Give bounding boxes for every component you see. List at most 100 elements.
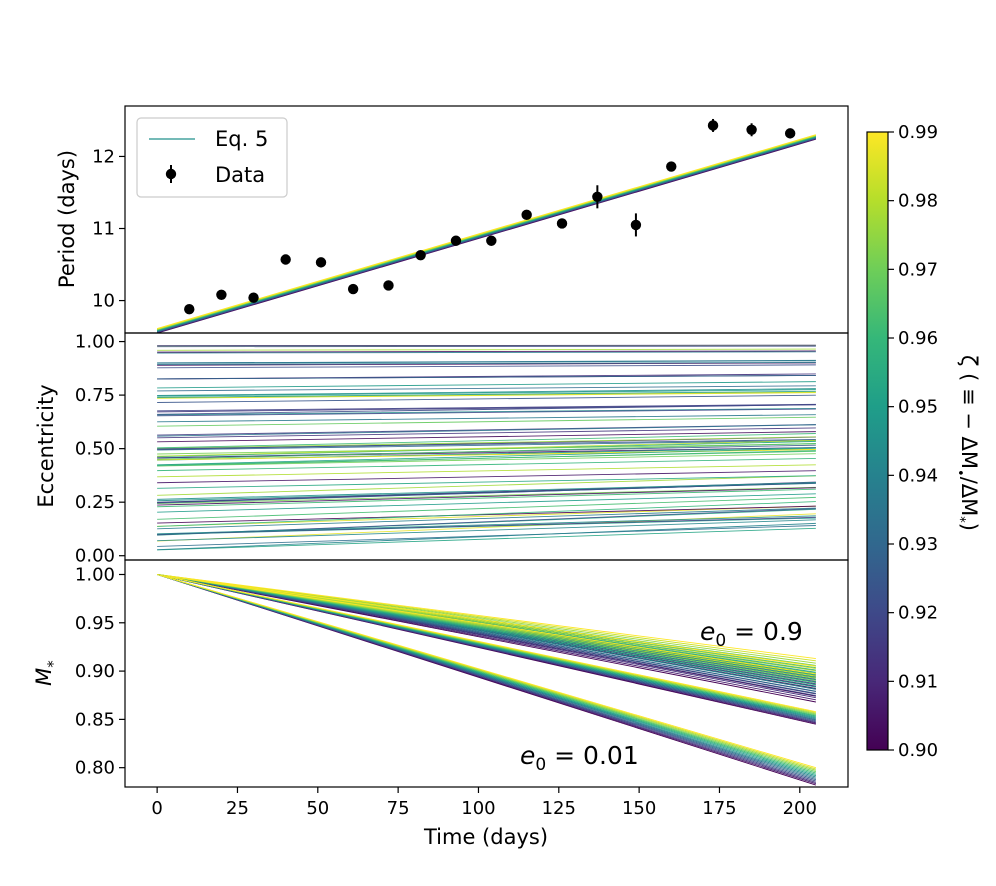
mass-lines: [156, 574, 817, 786]
period-data-point: [280, 254, 291, 265]
period-data-point: [450, 235, 462, 246]
eccentricity-line: [157, 385, 816, 392]
x-tick-label: 100: [461, 798, 495, 819]
period-data-points: [184, 118, 796, 315]
annotation-e0-high: e0 = 0.9: [700, 617, 803, 651]
eccentricity-y-axis-title: Eccentricity: [34, 384, 58, 507]
eccentricity-line: [157, 424, 816, 437]
eccentricity-line: [157, 407, 816, 416]
eccentricity-line: [157, 439, 816, 457]
period-data-point: [784, 128, 796, 139]
mass-y-tick-label: 1.00: [75, 564, 115, 585]
eccentricity-y-ticks: 0.00 0.25 0.50 0.75 1.00: [75, 332, 125, 567]
eccentricity-y-tick-label: 0.50: [75, 439, 115, 460]
colorbar-label: ζ ( ≡ − ΔM•/ΔM*): [952, 355, 981, 531]
eccentricity-line: [157, 443, 816, 460]
eccentricity-line: [157, 501, 816, 527]
colorbar-tick-label: 0.90: [898, 740, 938, 761]
eccentricity-line: [157, 440, 816, 451]
colorbar-tick-label: 0.97: [898, 259, 938, 280]
eccentricity-line: [157, 403, 816, 412]
colorbar-tick-label: 0.96: [898, 328, 938, 349]
mass-line: [157, 574, 816, 675]
legend-model-label: Eq. 5: [215, 127, 268, 151]
eccentricity-line: [157, 350, 816, 353]
mass-panel: 0.80 0.85 0.90 0.95 1.00 0 25 50 75 100 125 150 175…: [32, 559, 849, 849]
eccentricity-line: [157, 482, 816, 500]
mass-y-tick-label: 0.85: [75, 709, 115, 730]
x-tick-label: 150: [622, 798, 656, 819]
eccentricity-line: [157, 470, 816, 484]
eccentricity-line: [157, 388, 816, 396]
eccentricity-panel: 0.00 0.25 0.50 0.75 1.00 Eccentricity: [34, 332, 849, 567]
eccentricity-line: [157, 513, 816, 542]
period-y-tick-label: 11: [92, 219, 115, 240]
period-data-point: [415, 249, 426, 261]
period-y-axis-title: Period (days): [55, 150, 79, 288]
eccentricity-line: [157, 519, 816, 542]
mass-line: [157, 574, 816, 713]
period-data-point: [556, 218, 568, 229]
mass-y-axis-title: M*: [32, 660, 62, 686]
eccentricity-line: [157, 408, 816, 417]
eccentricity-y-tick-label: 0.25: [75, 492, 115, 513]
eccentricity-line: [157, 404, 816, 415]
eccentricity-line: [157, 414, 816, 423]
eccentricity-line: [157, 345, 816, 348]
x-tick-label: 0: [151, 798, 162, 819]
eccentricity-y-tick-label: 0.75: [75, 385, 115, 406]
x-tick-label: 50: [306, 798, 329, 819]
eccentricity-line: [157, 364, 816, 369]
x-tick-label: 75: [387, 798, 410, 819]
mass-axes-frame: [124, 559, 849, 788]
colorbar-tick-label: 0.99: [898, 122, 938, 143]
colorbar-ticks: 0.90 0.91 0.92 0.93 0.94 0.95 0.96 0.97 0.98 0.99: [888, 122, 938, 761]
period-data-point: [746, 124, 757, 135]
x-ticks: 0 25 50 75 100 125 150 175 200: [151, 787, 817, 819]
eccentricity-line: [157, 475, 816, 496]
eccentricity-line: [157, 433, 816, 449]
period-data-point: [666, 161, 677, 172]
mass-line: [157, 574, 816, 659]
eccentricity-line: [157, 525, 816, 547]
eccentricity-line: [157, 516, 816, 535]
colorbar-tick-label: 0.92: [898, 603, 938, 624]
period-data-point: [248, 292, 259, 303]
eccentricity-line: [157, 507, 816, 530]
eccentricity-line: [157, 351, 816, 354]
eccentricity-line: [157, 488, 816, 508]
eccentricity-line: [157, 436, 816, 449]
eccentricity-line: [157, 527, 816, 551]
eccentricity-lines: [157, 344, 816, 551]
legend: Eq. 5 Data: [136, 117, 288, 198]
eccentricity-y-tick-label: 0.00: [75, 546, 115, 567]
eccentricity-line: [157, 475, 816, 489]
eccentricity-y-tick-label: 1.00: [75, 332, 115, 353]
eccentricity-line: [157, 348, 816, 351]
period-data-point: [521, 209, 532, 221]
period-data-point: [486, 235, 497, 246]
x-tick-label: 175: [702, 798, 736, 819]
colorbar-tick-label: 0.93: [898, 534, 938, 555]
eccentricity-line: [157, 458, 816, 472]
eccentricity-line: [157, 482, 816, 504]
eccentricity-line: [157, 443, 816, 455]
period-data-point: [707, 120, 719, 131]
eccentricity-line: [157, 391, 816, 399]
mass-line: [157, 574, 816, 769]
eccentricity-line: [157, 431, 816, 443]
x-tick-label: 25: [226, 798, 249, 819]
eccentricity-line: [157, 416, 816, 427]
eccentricity-line: [157, 375, 816, 380]
eccentricity-line: [157, 361, 816, 365]
eccentricity-line: [157, 381, 816, 389]
eccentricity-line: [157, 389, 816, 397]
eccentricity-line: [157, 515, 816, 535]
eccentricity-line: [157, 505, 816, 524]
colorbar-tick-label: 0.98: [898, 191, 938, 212]
eccentricity-line: [157, 390, 816, 398]
eccentricity-line: [157, 359, 816, 364]
eccentricity-line: [157, 453, 816, 467]
eccentricity-line: [157, 447, 816, 466]
